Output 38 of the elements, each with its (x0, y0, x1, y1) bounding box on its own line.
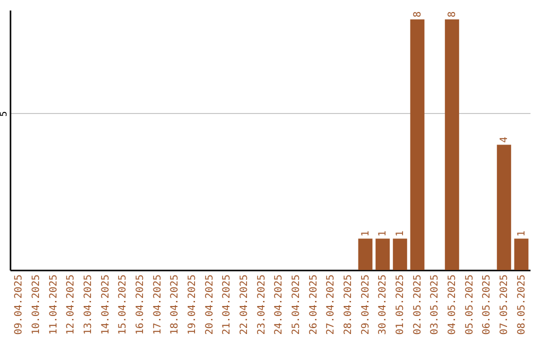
x-tick-label: 26.04.2025 (308, 274, 320, 335)
x-tick-label: 10.04.2025 (31, 274, 42, 335)
data-label: 1 (395, 230, 406, 237)
data-label: 1 (360, 230, 372, 237)
x-tick-label: 20.04.2025 (204, 274, 216, 335)
x-tick-label: 23.04.2025 (256, 274, 268, 335)
x-tick-label: 25.04.2025 (291, 274, 302, 335)
x-tick-label: 30.04.2025 (378, 274, 389, 335)
x-tick-label: 29.04.2025 (360, 274, 372, 335)
data-label: 8 (412, 11, 424, 18)
x-tick-label: 04.05.2025 (447, 274, 458, 335)
x-tick-label: 05.05.2025 (464, 274, 476, 335)
data-label: 8 (447, 11, 458, 18)
x-tick-label: 19.04.2025 (187, 274, 198, 335)
data-label: 1 (516, 230, 528, 237)
x-tick-label: 16.04.2025 (135, 274, 146, 335)
x-tick-label: 02.05.2025 (412, 274, 424, 335)
x-tick-label: 13.04.2025 (83, 274, 94, 335)
x-tick-label: 15.04.2025 (118, 274, 129, 335)
x-tick-label: 03.05.2025 (430, 274, 441, 335)
x-tick-label: 21.04.2025 (222, 274, 233, 335)
x-tick-label: 28.04.2025 (343, 274, 354, 335)
x-tick-label: 18.04.2025 (170, 274, 181, 335)
x-tick-label: 24.04.2025 (274, 274, 285, 335)
x-tick-label: 01.05.2025 (395, 274, 406, 335)
x-tick-label: 27.04.2025 (326, 274, 337, 335)
y-tick-label: 5 (0, 111, 10, 117)
x-tick-label: 08.05.2025 (516, 274, 528, 335)
x-tick-label: 12.04.2025 (66, 274, 77, 335)
x-tick-label: 14.04.2025 (100, 274, 112, 335)
x-tick-label: 22.04.2025 (239, 274, 250, 335)
data-label: 4 (499, 136, 510, 143)
x-tick-label: 07.05.2025 (499, 274, 510, 335)
data-label: 1 (378, 230, 389, 237)
x-tick-label: 17.04.2025 (152, 274, 164, 335)
x-tick-label: 09.04.2025 (14, 274, 25, 335)
x-tick-label: 06.05.2025 (482, 274, 493, 335)
x-tick-label: 11.04.2025 (48, 274, 60, 335)
